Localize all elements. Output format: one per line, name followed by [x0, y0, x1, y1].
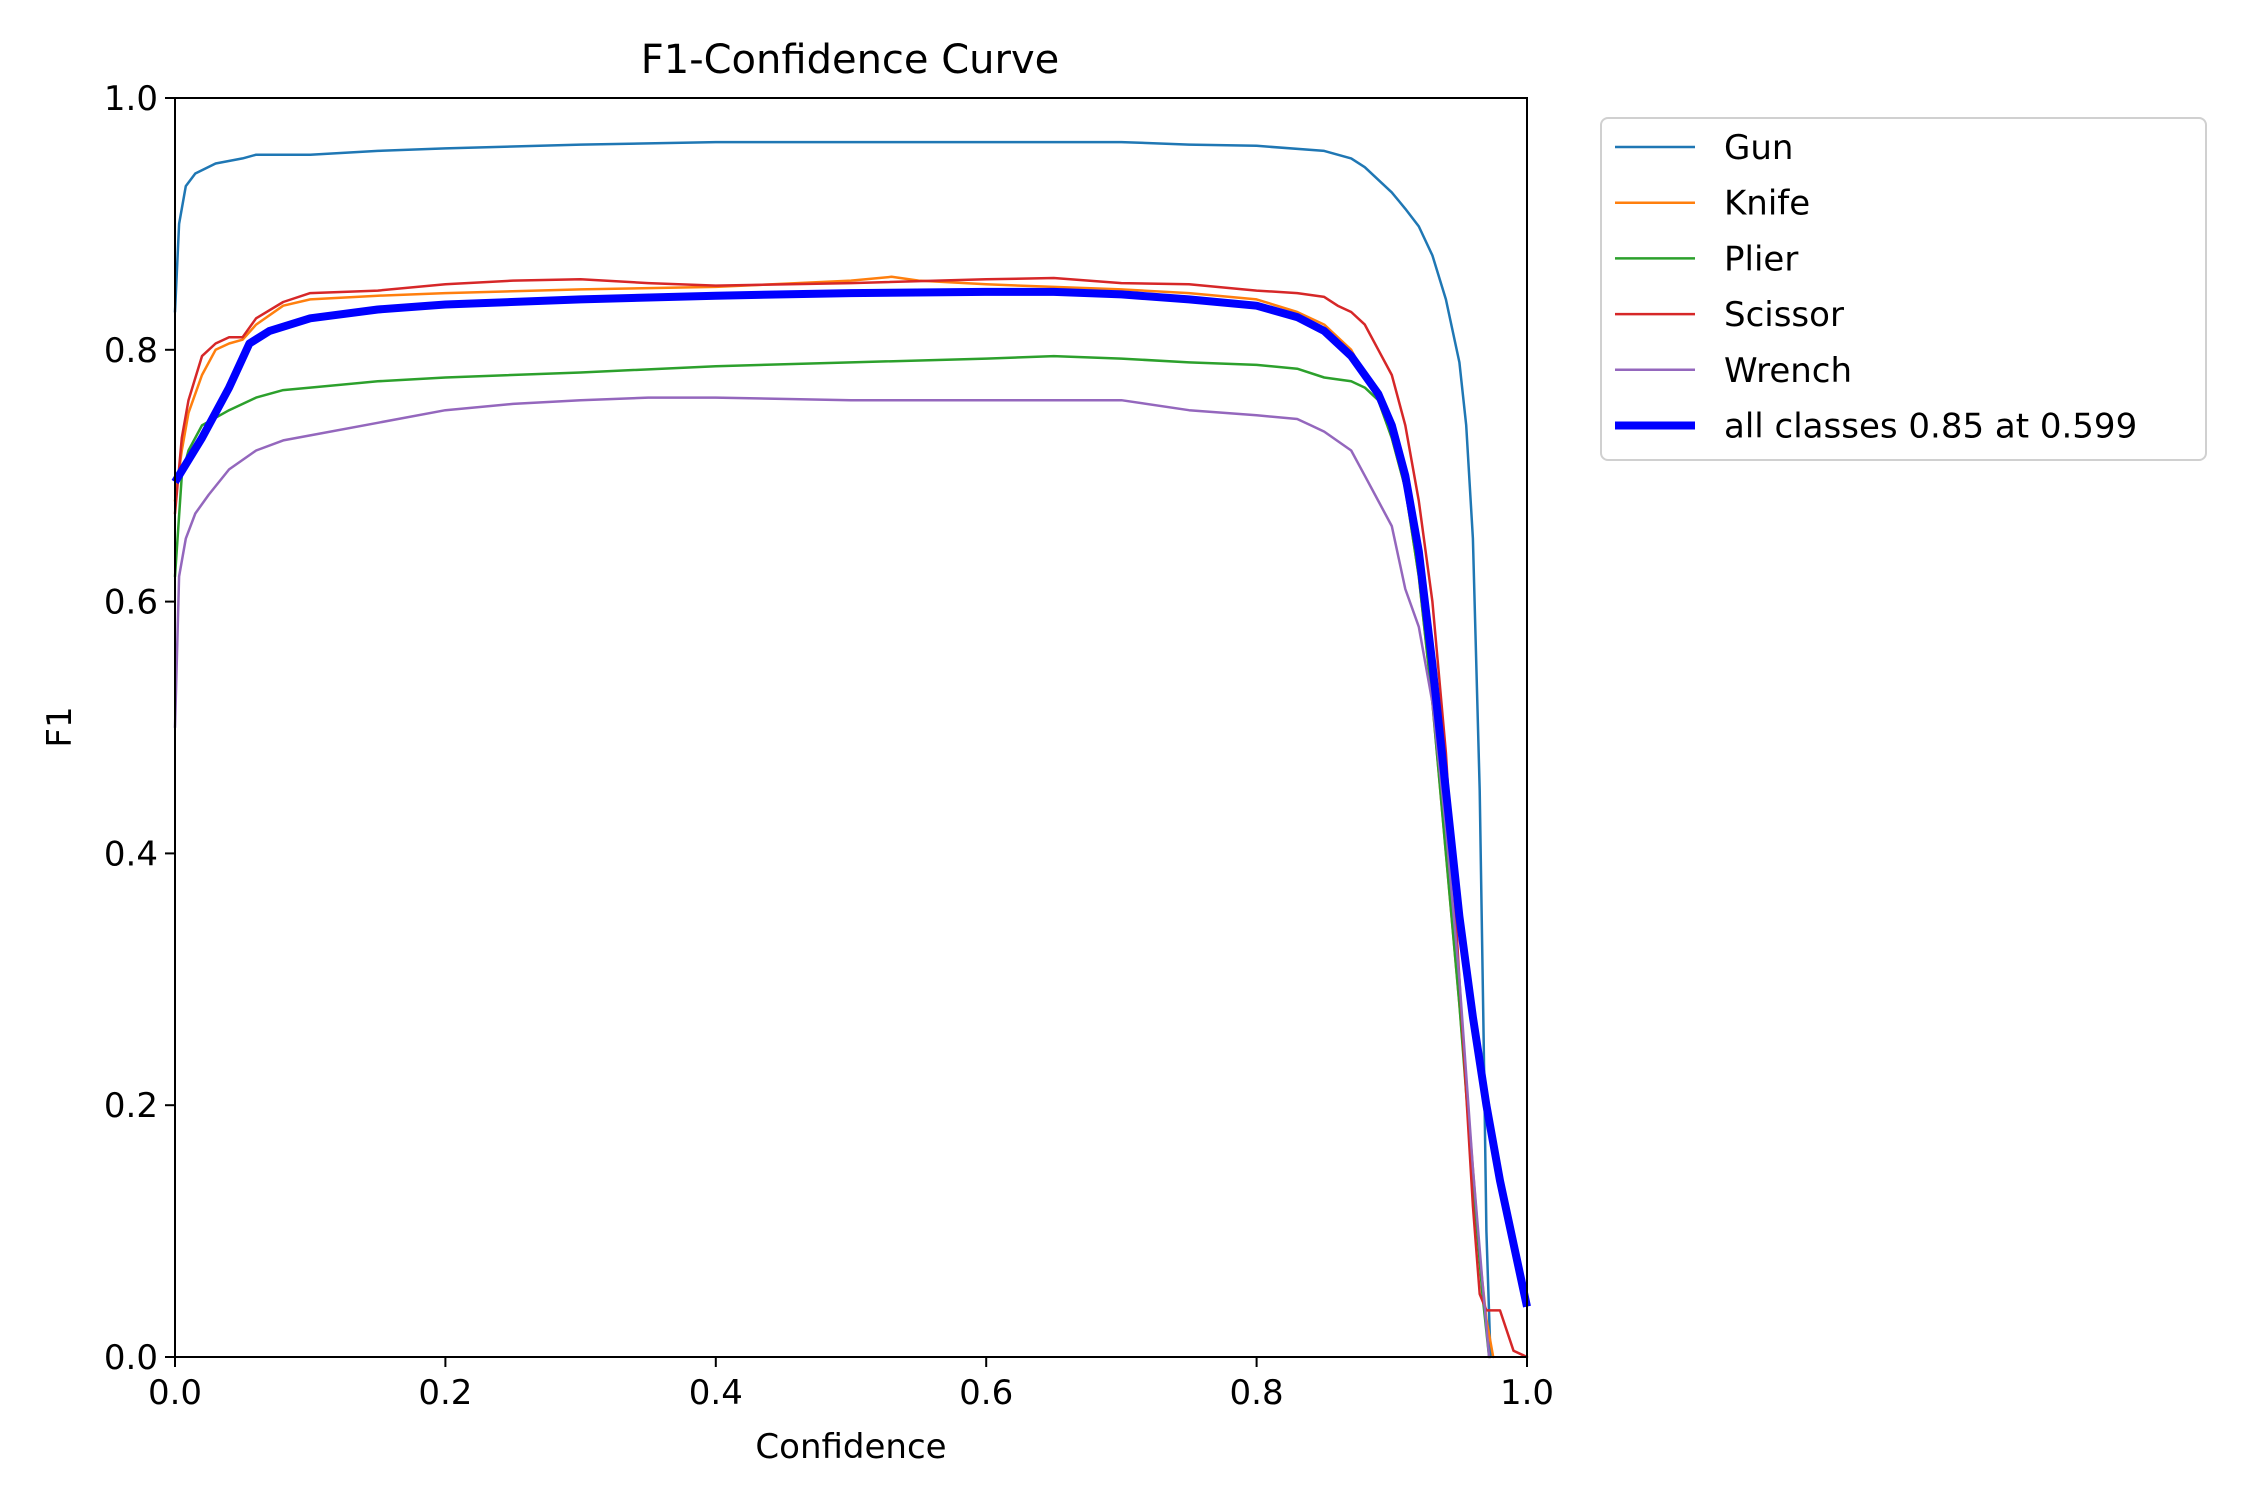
legend-label: Plier [1724, 239, 1798, 279]
y-tick-label: 0.2 [104, 1086, 158, 1126]
series-line [173, 354, 1491, 1359]
x-tick-label: 0.0 [148, 1373, 202, 1413]
x-tick-label: 1.0 [1500, 1373, 1554, 1413]
y-tick-label: 0.8 [104, 331, 158, 371]
legend-label: Wrench [1724, 351, 1852, 391]
legend-label: Scissor [1724, 295, 1844, 335]
y-tick-label: 0.0 [104, 1338, 158, 1378]
legend-label: Knife [1724, 184, 1810, 224]
plot-area [171, 97, 1531, 1359]
plot-frame [174, 97, 1528, 1358]
x-axis-ticks: 0.0 0.2 0.4 0.6 0.8 1.0 [148, 1357, 1554, 1413]
y-tick-label: 0.4 [104, 834, 158, 874]
x-tick-label: 0.8 [1230, 1373, 1284, 1413]
series-layer [171, 140, 1531, 1359]
x-tick-label: 0.4 [689, 1373, 743, 1413]
x-tick-label: 0.6 [959, 1373, 1013, 1413]
legend-box [1600, 117, 2207, 461]
y-axis-label: F1 [40, 706, 80, 747]
y-tick-label: 0.6 [104, 583, 158, 623]
series-line [171, 287, 1531, 1308]
y-axis-ticks: 0.0 0.2 0.4 0.6 0.8 1.0 [104, 79, 175, 1378]
legend: Gun Knife Plier Scissor Wrench all classes 0.… [1600, 117, 2207, 461]
series-line [173, 396, 1491, 1359]
y-tick-label: 1.0 [104, 79, 158, 119]
x-axis-label: Confidence [755, 1427, 946, 1467]
series-line [173, 140, 1492, 1359]
legend-items: Gun Knife Plier Scissor Wrench all classes 0.… [1615, 128, 2137, 447]
chart-title: F1-Confidence Curve [641, 37, 1060, 83]
x-tick-label: 0.2 [418, 1373, 472, 1413]
legend-label: all classes 0.85 at 0.599 [1724, 407, 2137, 447]
legend-label: Gun [1724, 128, 1793, 168]
